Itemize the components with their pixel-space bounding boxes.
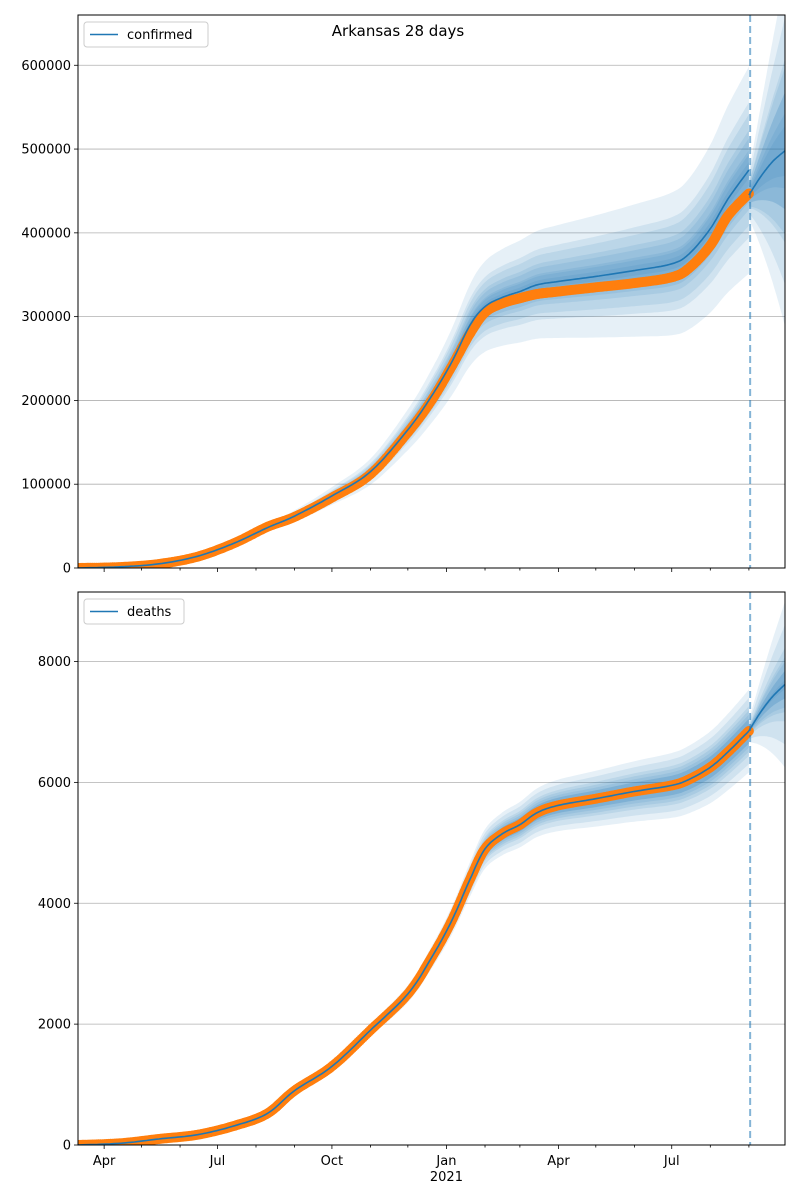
forecast-band xyxy=(748,647,785,736)
axes-frame xyxy=(77,14,786,569)
y-tick-label: 300000 xyxy=(21,310,71,325)
legend-box xyxy=(83,21,209,48)
y-tick-label: 2000 xyxy=(38,1018,71,1033)
uncertainty-band xyxy=(78,714,749,1145)
legend: confirmed xyxy=(83,21,209,48)
confirmed-panel: 0 100000 200000 300000 400000 500000 600000 con… xyxy=(21,14,786,577)
forecast-band xyxy=(748,58,785,243)
y-tick-label: 4000 xyxy=(38,897,71,912)
plot-area xyxy=(78,601,785,1145)
y-tick-label: 0 xyxy=(63,1139,71,1154)
x-tick-label: Jul xyxy=(209,1154,226,1169)
forecast-band xyxy=(748,624,785,745)
model-line xyxy=(78,169,750,568)
y-tick-label: 500000 xyxy=(21,143,71,158)
y-tick-label: 8000 xyxy=(38,655,71,670)
x-tick-year-label: 2021 xyxy=(430,1170,463,1185)
forecast-line xyxy=(748,683,785,732)
uncertainty-band xyxy=(78,689,749,1145)
y-tick-label: 600000 xyxy=(21,59,71,74)
legend-label: deaths xyxy=(127,605,172,620)
y-tick-label: 100000 xyxy=(21,478,71,493)
x-tick-label: Oct xyxy=(321,1154,343,1169)
legend: deaths xyxy=(83,598,185,625)
uncertainty-band xyxy=(78,130,749,568)
axes-frame xyxy=(77,591,786,1146)
forecast-band xyxy=(748,601,785,768)
y-tick-label: 6000 xyxy=(38,776,71,791)
legend-label: confirmed xyxy=(127,28,193,43)
legend-box xyxy=(83,598,185,625)
forecast-line xyxy=(748,150,785,196)
x-tick-label: Jul xyxy=(663,1154,680,1169)
x-tick-label: Jan xyxy=(435,1154,456,1169)
uncertainty-band xyxy=(78,710,749,1145)
forecast-band xyxy=(748,67,785,235)
forecast-band xyxy=(748,113,785,201)
model-line xyxy=(78,730,750,1145)
y-tick-label: 200000 xyxy=(21,394,71,409)
x-tick-label: Apr xyxy=(93,1154,116,1169)
uncertainty-band xyxy=(78,697,749,1145)
y-tick-label: 0 xyxy=(63,562,71,577)
forecast-band xyxy=(748,15,785,326)
chart-title: Arkansas 28 days xyxy=(332,22,465,40)
uncertainty-band xyxy=(78,114,749,568)
x-tick-label: Apr xyxy=(547,1154,570,1169)
forecast-band xyxy=(748,17,785,285)
uncertainty-band xyxy=(78,66,749,568)
plot-area xyxy=(78,15,785,568)
uncertainty-band xyxy=(78,706,749,1145)
y-tick-label: 400000 xyxy=(21,226,71,241)
